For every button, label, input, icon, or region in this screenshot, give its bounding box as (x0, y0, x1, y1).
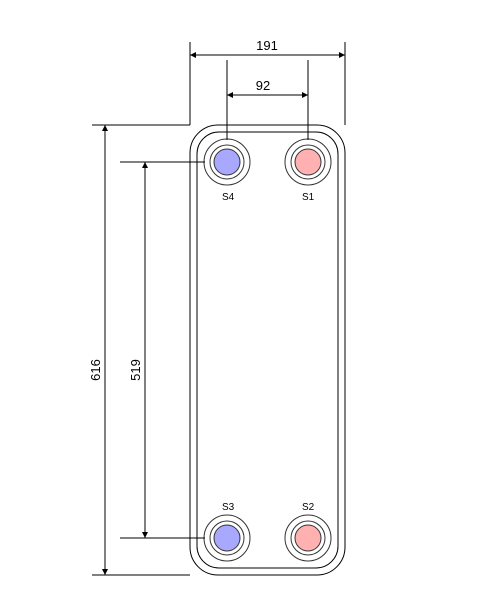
dimension-width-92 (227, 60, 308, 140)
inner-plate (197, 132, 338, 568)
dimension-height-616 (92, 125, 190, 575)
dimension-value-92: 92 (256, 78, 270, 93)
dimension-value-616: 616 (88, 359, 103, 381)
port-label-s2: S2 (302, 502, 315, 513)
port-s2 (285, 515, 331, 561)
port-s1 (285, 139, 331, 185)
plate-body (190, 125, 345, 575)
port-s4 (204, 139, 250, 185)
port-label-s1: S1 (302, 192, 315, 203)
technical-drawing: S4 S1 S3 S2 191 92 616 519 (0, 0, 501, 611)
dimension-value-519: 519 (128, 359, 143, 381)
outer-plate (190, 125, 345, 575)
port-label-s3: S3 (222, 502, 235, 513)
dimension-height-519 (120, 162, 205, 538)
dimension-value-191: 191 (256, 38, 278, 53)
port-s3 (204, 515, 250, 561)
port-label-s4: S4 (222, 192, 235, 203)
